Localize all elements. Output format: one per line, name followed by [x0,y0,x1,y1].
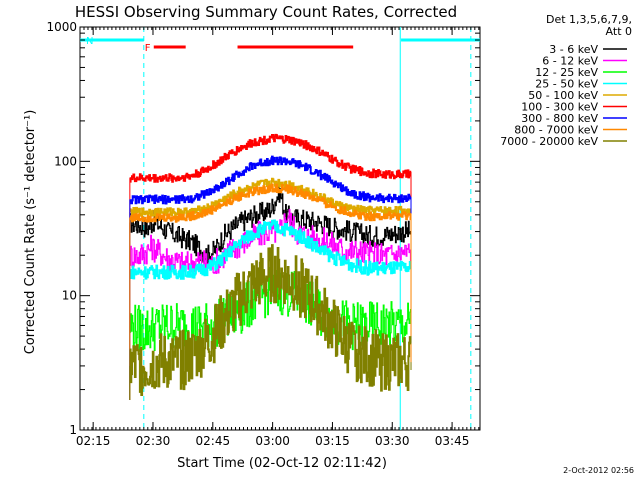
legend-label-3: 25 - 50 keV [535,78,598,91]
x-tick-label-5: 03:30 [375,434,410,448]
axes: 02:15 02:30 02:45 03:00 03:15 03:30 03:45 1 10 10… [46,20,480,448]
flag-n-label: N [86,36,93,47]
series-100to300kev [129,133,412,183]
y-tick-label-1: 10 [62,289,77,303]
x-tick-label-4: 03:15 [315,434,350,448]
legend-label-8: 7000 - 20000 keV [500,135,598,148]
legend-label-1: 6 - 12 keV [542,55,598,68]
footer-stamp: 2-Oct-2012 02:56 [563,466,634,475]
y-axis-label: Corrected Count Rate (s⁻¹ detector⁻¹) [23,110,38,355]
legend-label-4: 50 - 100 keV [528,89,598,102]
plot-area [79,26,481,431]
legend-label-7: 800 - 7000 keV [514,124,598,137]
x-tick-label-0: 02:15 [76,434,111,448]
chart-title: HESSI Observing Summary Count Rates, Cor… [75,3,457,21]
flag-f-label: F [145,43,151,54]
series-25to50kev [129,219,412,280]
y-tick-label-0: 1 [69,423,77,437]
legend-label-6: 300 - 800 keV [521,112,598,125]
series-300to800kev [129,155,412,205]
series-3to6kev [129,182,412,265]
x-axis-label: Start Time (02-Oct-12 02:11:42) [177,456,387,471]
y-tick-label-2: 100 [54,154,77,168]
series-7000to20000kev [129,244,412,396]
series-layer [129,133,412,400]
x-tick-label-6: 03:45 [435,434,470,448]
legend-label-2: 12 - 25 keV [535,66,598,79]
legend-label-0: 3 - 6 keV [549,43,598,56]
flag-bars: FN [80,36,480,54]
x-tick-label-2: 02:45 [196,434,231,448]
series-800to7000kev [129,183,412,223]
legend-label-5: 100 - 300 keV [521,101,598,114]
plot-frame [79,26,481,431]
legend-title: Det 1,3,5,6,7,9, [546,13,632,26]
x-tick-label-3: 03:00 [255,434,290,448]
legend-subtitle: Att 0 [606,25,632,38]
x-tick-label-1: 02:30 [136,434,171,448]
y-tick-label-3: 1000 [46,20,77,34]
